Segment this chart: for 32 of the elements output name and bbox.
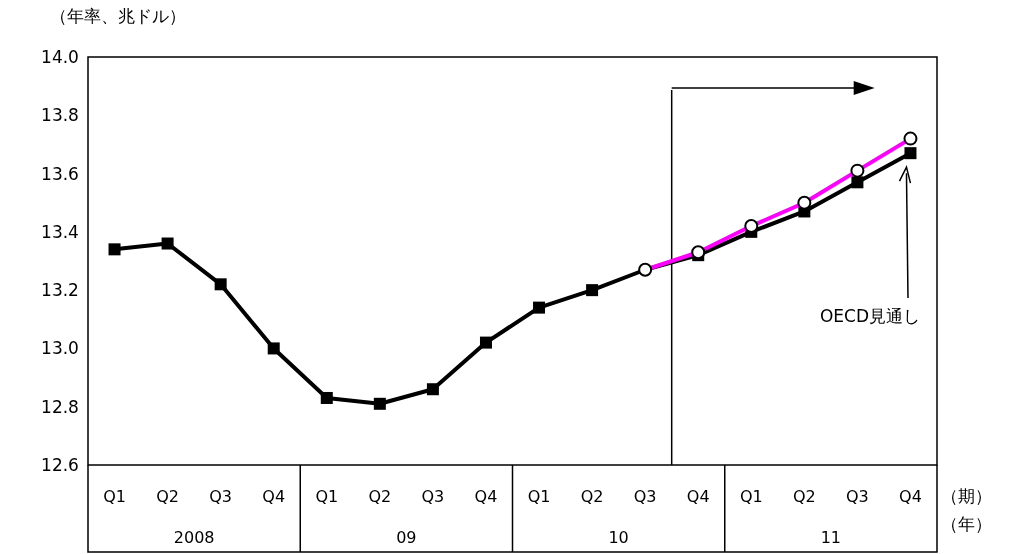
x-tick-label: Q1 <box>739 487 763 506</box>
x-tick-label: Q3 <box>633 487 657 506</box>
text: 2008 <box>173 528 215 547</box>
text: 10 <box>608 528 629 547</box>
y-tick-label: 13.6 <box>41 163 79 184</box>
y-tick-label: 13.2 <box>41 280 79 301</box>
x-tick-label: Q4 <box>262 487 286 506</box>
y-tick-label: 12.6 <box>41 454 79 475</box>
y-tick-label: 13.8 <box>41 105 79 126</box>
x-tick-label: Q2 <box>368 487 392 506</box>
y-tick-label: 12.8 <box>41 396 79 417</box>
x-tick-label: Q4 <box>899 487 922 506</box>
x-tick-label: Q1 <box>315 487 339 506</box>
y-tick-label: 14.0 <box>41 46 79 67</box>
x-tick-label: Q1 <box>527 487 551 506</box>
x-tick-label: Q3 <box>421 487 445 506</box>
x-tick-label: Q3 <box>209 487 233 506</box>
x-tick-label: Q1 <box>103 487 126 506</box>
x-axis-title: （期） <box>941 486 992 506</box>
x-tick-label: Q2 <box>580 487 604 506</box>
text: 09 <box>396 528 417 547</box>
text: （年） <box>941 514 992 534</box>
y-tick-label: 13.0 <box>41 338 79 359</box>
x-tick-label: Q2 <box>156 487 179 506</box>
x-tick-label: Q4 <box>474 487 498 506</box>
text: OECD見通し <box>819 306 921 326</box>
x-tick-label: Q3 <box>846 487 869 506</box>
x-tick-label: Q4 <box>686 487 710 506</box>
text: 11 <box>820 528 842 547</box>
x-tick-label: Q2 <box>792 487 816 506</box>
y-axis-title: （年率、兆ドル） <box>50 6 186 26</box>
y-tick-label: 13.4 <box>41 221 79 242</box>
